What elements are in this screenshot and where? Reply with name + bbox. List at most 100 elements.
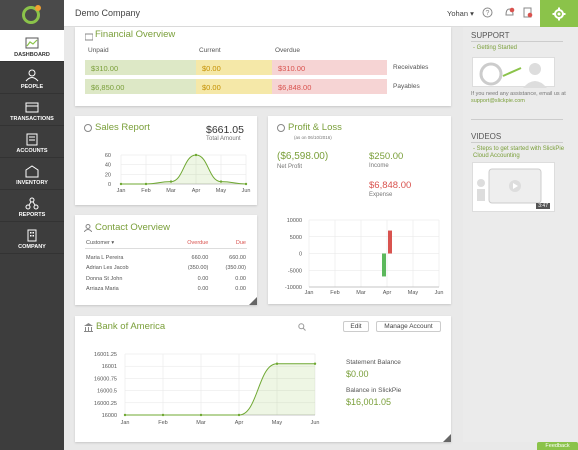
table-row[interactable]: Donna St John 0.00 0.00 [86, 276, 246, 282]
sales-point [244, 182, 248, 186]
y-tick-label: 16001.25 [94, 352, 117, 358]
col-overdue[interactable]: Overdue [187, 240, 209, 246]
video-link[interactable]: - Steps to get started with SlickPie Clo… [473, 146, 565, 159]
receivables-overdue[interactable]: $310.00 [272, 60, 387, 75]
sales-chart: 60 40 20 0 Jan Feb Mar Apr May Jun [105, 153, 251, 194]
y-tick-label: 5000 [290, 235, 302, 241]
sales-point [169, 180, 173, 183]
nav-reports[interactable]: REPORTS [0, 190, 64, 222]
x-tick-label: Jan [121, 420, 130, 426]
due-value: 660.00 [229, 255, 246, 261]
nav-inventory[interactable]: INVENTORY [0, 158, 64, 190]
customer-name[interactable]: Donna St John [86, 276, 123, 282]
x-tick-label: Feb [158, 420, 167, 426]
due-value: (350.00) [225, 265, 246, 271]
divider [471, 119, 563, 120]
profit-icon [277, 124, 285, 132]
y-tick-label: 20 [105, 172, 111, 178]
y-tick-label: 0 [299, 252, 302, 258]
sales-point [119, 182, 123, 186]
x-tick-label: Apr [235, 420, 244, 426]
y-tick-label: 16000.75 [94, 376, 117, 382]
customer-name[interactable]: Maria L Pereira [86, 255, 124, 261]
sales-area [121, 155, 246, 184]
bank-point [199, 413, 203, 417]
bank-icon [84, 323, 93, 332]
statement-balance-label: Statement Balance [346, 359, 401, 366]
y-tick-label: 10000 [287, 218, 302, 224]
settings-button[interactable] [540, 0, 578, 27]
overdue-value: (350.00) [187, 265, 209, 271]
manage-account-button[interactable]: Manage Account [376, 321, 441, 332]
customer-name[interactable]: Adrian Les Jacob [86, 265, 129, 271]
gear-icon [552, 7, 566, 20]
feedback-label: Feedback [545, 443, 570, 449]
videos-title: VIDEOS [471, 132, 502, 141]
col-customer[interactable]: Customer ▾ [86, 240, 115, 246]
y-tick-label: 40 [105, 163, 111, 169]
getting-started-link[interactable]: - Getting Started [473, 45, 518, 51]
x-tick-label: Feb [330, 290, 339, 296]
feedback-button[interactable]: Feedback [537, 442, 578, 450]
x-tick-label: May [216, 188, 227, 194]
nav-label: COMPANY [18, 244, 46, 250]
table-row[interactable]: Arriaza Maria 0.00 0.00 [86, 286, 246, 292]
table-row[interactable]: Maria L Pereira 660.00 660.00 [86, 255, 246, 261]
nav-label: ACCOUNTS [16, 148, 48, 154]
edit-button[interactable]: Edit [343, 321, 369, 332]
expense-value: $6,848.00 [369, 180, 412, 191]
support-email-link[interactable]: support@slickpie.com [471, 98, 525, 104]
nav-label: DASHBOARD [14, 52, 50, 58]
sales-total: $661.05 [206, 124, 244, 136]
nav-people[interactable]: PEOPLE [0, 62, 64, 94]
sales-total-label: Total Amount [206, 136, 241, 142]
contact-overview-card: Contact Overview Customer ▾ Overdue Due … [75, 215, 257, 305]
row-label: Payables [393, 83, 420, 90]
y-tick-label: 16000.5 [97, 389, 117, 395]
transactions-icon [25, 102, 39, 113]
payables-overdue[interactable]: $6,848.00 [272, 79, 387, 94]
table-row[interactable]: Adrian Les Jacob (350.00) (350.00) [86, 265, 246, 271]
bank-line [125, 363, 315, 416]
col-header: Unpaid [88, 47, 109, 54]
support-title: SUPPORT [471, 31, 510, 40]
customer-name[interactable]: Arriaza Maria [86, 286, 119, 292]
profit-loss-card: Profit & Loss (as on 06/10/2016) ($6,598… [268, 116, 451, 304]
expand-corner[interactable] [443, 434, 451, 442]
col-due[interactable]: Due [235, 240, 246, 246]
nav-label: PEOPLE [20, 84, 44, 90]
nav-company[interactable]: COMPANY [0, 222, 64, 254]
receivables-unpaid[interactable]: $310.00 [85, 60, 196, 75]
user-menu[interactable]: Yohan ▾ [447, 9, 474, 18]
notification-icon[interactable] [504, 7, 515, 18]
receivables-current[interactable]: $0.00 [196, 60, 272, 75]
net-profit-label: Net Profit [277, 164, 303, 170]
expand-corner[interactable] [249, 297, 257, 305]
payables-current[interactable]: $0.00 [196, 79, 272, 94]
bank-point [237, 413, 241, 417]
overdue-value: 0.00 [197, 286, 209, 292]
bank-point [313, 362, 317, 365]
sales-line [120, 154, 247, 185]
income-label: Income [369, 163, 389, 169]
nav-accounts[interactable]: ACCOUNTS [0, 126, 64, 158]
net-profit: ($6,598.00) [277, 151, 329, 162]
video-thumbnail[interactable]: 3:47 [472, 162, 555, 212]
tasks-icon[interactable] [522, 7, 533, 18]
nav-dashboard[interactable]: DASHBOARD [0, 30, 64, 62]
people-icon [25, 69, 39, 82]
x-tick-label: Apr [192, 188, 201, 194]
nav-transactions[interactable]: TRANSACTIONS [0, 94, 64, 126]
profit-bar [388, 230, 392, 254]
help-icon[interactable]: ? [482, 7, 493, 18]
search-icon[interactable] [298, 323, 306, 331]
x-tick-label: Jan [305, 290, 314, 296]
right-panel: SUPPORT - Getting Started If you need an… [463, 27, 578, 442]
slickpie-logo[interactable] [22, 5, 41, 24]
col-header: Overdue [275, 47, 300, 54]
company-name[interactable]: Demo Company [75, 8, 141, 18]
financial-icon [85, 33, 93, 41]
x-tick-label: May [408, 290, 419, 296]
support-thumbnail[interactable] [472, 57, 555, 88]
payables-unpaid[interactable]: $6,850.00 [85, 79, 196, 94]
